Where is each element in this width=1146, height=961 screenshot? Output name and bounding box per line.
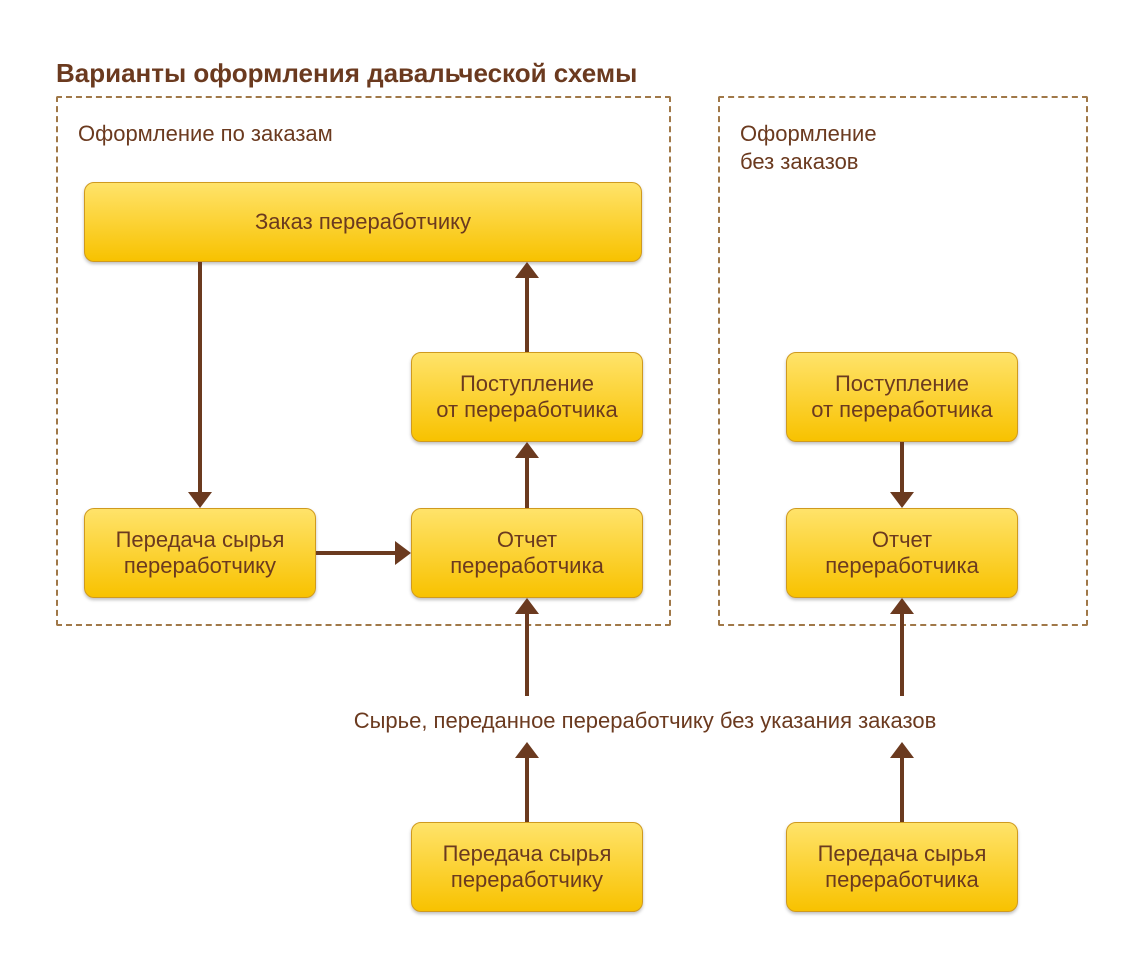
diagram-title: Варианты оформления давальческой схемы: [56, 58, 637, 89]
processor-report-right: Отчет переработчика: [786, 508, 1018, 598]
receipt-from-processor-right: Поступление от переработчика: [786, 352, 1018, 442]
group-with-orders-label: Оформление по заказам: [78, 120, 333, 148]
receipt-from-processor-left: Поступление от переработчика: [411, 352, 643, 442]
transfer-raw-to-processor-left: Передача сырья переработчику: [84, 508, 316, 598]
raw-without-orders: Сырье, переданное переработчику без указ…: [250, 708, 1040, 734]
transfer-raw-bottom-right: Передача сырья переработчика: [786, 822, 1018, 912]
transfer-raw-bottom-left: Передача сырья переработчику: [411, 822, 643, 912]
order-to-processor: Заказ переработчику: [84, 182, 642, 262]
processor-report-left: Отчет переработчика: [411, 508, 643, 598]
group-without-orders-label: Оформление без заказов: [740, 120, 877, 175]
